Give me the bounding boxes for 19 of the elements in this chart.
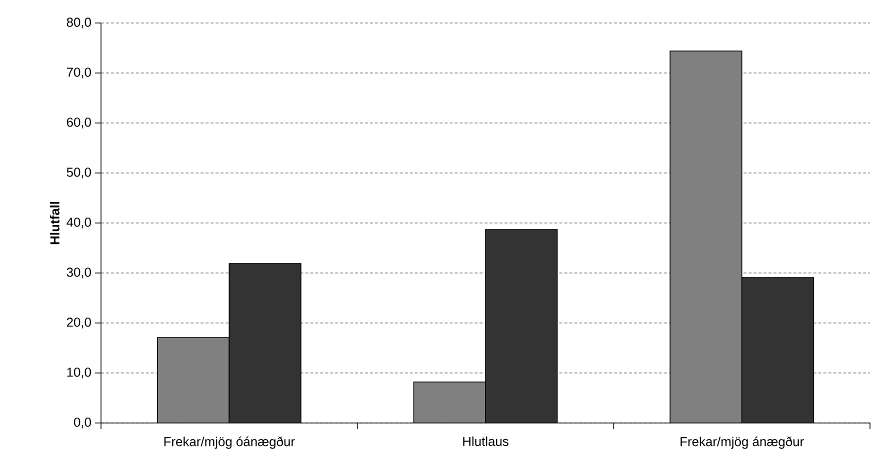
bar <box>414 382 486 423</box>
y-tick-label: 70,0 <box>66 68 91 78</box>
bar <box>486 229 558 423</box>
y-tick-label: 80,0 <box>66 18 91 28</box>
bar <box>670 50 742 423</box>
y-axis-title: Hlutfall <box>50 202 60 244</box>
y-tick-label: 0,0 <box>74 418 91 428</box>
x-tick-label: Hlutlaus <box>463 436 508 446</box>
y-tick-label: 20,0 <box>66 318 91 328</box>
y-tick-label: 50,0 <box>66 168 91 178</box>
y-tick-label: 60,0 <box>66 118 91 128</box>
bar <box>229 263 301 423</box>
y-tick-label: 40,0 <box>66 218 91 228</box>
x-tick-label: Frekar/mjög ánægður <box>680 436 804 449</box>
y-tick-label: 30,0 <box>66 268 91 278</box>
bar <box>157 337 230 423</box>
x-tick-label: Frekar/mjög óánægður <box>164 436 295 449</box>
y-tick-label: 10,0 <box>67 368 91 378</box>
bar <box>741 277 814 423</box>
